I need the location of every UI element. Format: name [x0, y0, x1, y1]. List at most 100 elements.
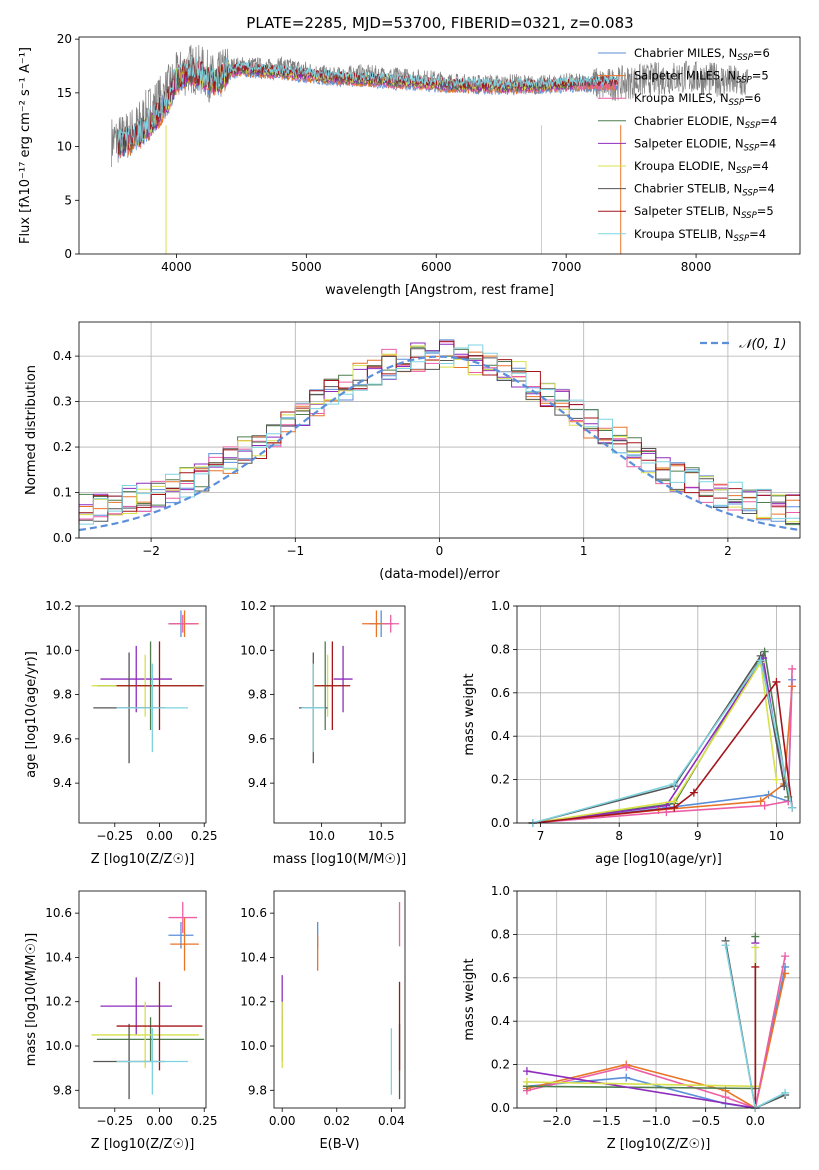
y-axis-label: mass weight [462, 958, 477, 1040]
x-axis-label: (data-model)/error [379, 567, 500, 582]
y-tick-label: 20 [57, 32, 72, 46]
y-tick-label: 10.0 [45, 643, 72, 657]
y-tick-label: 10.2 [240, 599, 267, 613]
x-tick-label: 0.02 [323, 1114, 350, 1128]
y-axis-label: mass weight [462, 673, 477, 755]
axes-age_vs_Z: −0.25 0.00 0.25 9.4 9.6 9.8 10.0 10.2 [45, 599, 217, 843]
series-line-chabrier-elodie [526, 936, 757, 1090]
y-tick-label: 0.0 [491, 1101, 510, 1115]
y-tick-label: 5 [64, 193, 72, 207]
series-marker-kroupa-miles [781, 952, 790, 961]
y-tick-label: 9.8 [248, 688, 267, 702]
y-axis-label: mass [log10(M/M☉)] [24, 933, 39, 1066]
series-marker-kroupa-stelib [781, 1088, 790, 1097]
series-marker-salpeter-stelib [772, 677, 781, 686]
series-line-kroupa-miles [532, 668, 793, 824]
x-tick-label: −1.5 [592, 1114, 621, 1128]
histogram-steps [78, 339, 801, 538]
model-spectrum-salpeter-stelib [117, 57, 619, 155]
y-tick-label: 0.2 [491, 1058, 510, 1072]
x-tick-label: 10.5 [368, 829, 395, 843]
x-tick-label: 0.0 [746, 1114, 765, 1128]
y-tick-label: 10.4 [45, 950, 72, 964]
axes-massweight_vs_Z: −2.0 −1.5 −1.0 −0.5 0.0 0.0 0.2 0.4 0.6 0.8 1.0 [491, 884, 800, 1128]
legend-label: 𝒩(0, 1) [739, 337, 786, 352]
x-tick-label: −0.25 [96, 829, 133, 843]
series-marker-chabrier-miles [622, 1073, 631, 1082]
x-tick-label: 2 [724, 544, 732, 558]
series-marker-salpeter-stelib [751, 962, 760, 971]
y-tick-label: 15 [57, 86, 72, 100]
axes-frame [273, 605, 406, 824]
x-tick-label: −2 [142, 544, 160, 558]
x-tick-label: 8000 [681, 260, 712, 274]
y-tick-label: 0 [64, 247, 72, 261]
x-tick-label: −2.0 [542, 1114, 571, 1128]
y-tick-label: 10.6 [45, 906, 72, 920]
legend-label: Kroupa MILES, NSSP=6 [634, 91, 761, 108]
y-tick-label: 0.4 [491, 729, 510, 743]
x-tick-label: −1.0 [641, 1114, 670, 1128]
series-marker-kroupa-elodie [522, 1077, 531, 1086]
x-axis-label: Z [log10(Z/Z☉)] [91, 852, 195, 867]
series-line-kroupa-elodie [532, 660, 778, 824]
series-marker-kroupa-stelib [756, 656, 765, 665]
y-tick-label: 9.8 [248, 1083, 267, 1097]
x-axis-label: Z [log10(Z/Z☉)] [91, 1137, 195, 1152]
legend-label: Salpeter STELIB, NSSP=5 [634, 204, 774, 221]
x-tick-label: 6000 [421, 260, 452, 274]
axes-frame [78, 321, 801, 539]
y-tick-label: 9.4 [248, 776, 267, 790]
y-tick-label: 1.0 [491, 884, 510, 898]
series-line-kroupa-elodie [526, 947, 757, 1088]
axes-frame [516, 890, 801, 1109]
y-tick-label: 10.6 [240, 906, 267, 920]
x-tick-label: 1 [580, 544, 588, 558]
y-tick-label: 9.8 [53, 688, 72, 702]
figure-title: PLATE=2285, MJD=53700, FIBERID=0321, z=0… [246, 14, 633, 32]
y-tick-label: 9.8 [53, 1083, 72, 1097]
axes-age_vs_mass: 10.0 10.5 9.4 9.6 9.8 10.0 10.2 [240, 599, 394, 843]
x-tick-label: 10.0 [308, 829, 335, 843]
legend-label: Chabrier MILES, NSSP=6 [634, 46, 770, 63]
legend-label: Chabrier ELODIE, NSSP=4 [634, 114, 777, 131]
y-tick-label: 0.6 [491, 971, 510, 985]
y-tick-label: 10.0 [45, 1039, 72, 1053]
axes-frame [78, 605, 207, 824]
y-tick-label: 10.2 [45, 599, 72, 613]
series-marker-kroupa-miles [622, 1062, 631, 1071]
y-tick-label: 0.8 [491, 642, 510, 656]
series-massweight_vs_age [528, 647, 797, 827]
axes-spectrum: 4000 5000 6000 7000 8000 0 5 10 15 20 [57, 32, 712, 274]
errorbars-age_vs_Z [91, 610, 205, 764]
y-tick-label: 0.8 [491, 927, 510, 941]
y-tick-label: 1.0 [491, 599, 510, 613]
x-axis-label: wavelength [Angstrom, rest frame] [325, 283, 554, 298]
series-line-kroupa-stelib [532, 658, 793, 824]
y-tick-label: 0.0 [491, 816, 510, 830]
y-tick-label: 0.2 [491, 773, 510, 787]
legend-label: Chabrier STELIB, NSSP=4 [634, 182, 775, 199]
axes-frame [78, 890, 207, 1109]
y-tick-label: 10.2 [240, 995, 267, 1009]
errorbars-mass_vs_Z [91, 902, 205, 1100]
series-marker-salpeter-elodie [522, 1067, 531, 1076]
y-tick-label: 0.4 [53, 349, 72, 363]
series-marker-kroupa-miles [721, 1093, 730, 1102]
x-tick-label: 4000 [161, 260, 192, 274]
y-axis-label: age [log10(age/yr)] [24, 651, 39, 778]
x-tick-label: 0.00 [269, 1114, 296, 1128]
model-spectrum-kroupa-stelib [117, 56, 619, 152]
series-marker-salpeter-stelib [689, 788, 698, 797]
x-tick-label: −0.5 [691, 1114, 720, 1128]
axes-frame [516, 605, 801, 824]
axes-frame [78, 36, 801, 255]
series-marker-salpeter-miles [756, 797, 765, 806]
series-marker-kroupa-stelib [788, 803, 797, 812]
legend-label: Salpeter MILES, NSSP=5 [634, 69, 769, 86]
x-axis-label: mass [log10(M/M☉)] [273, 852, 406, 867]
x-tick-label: −0.25 [96, 1114, 133, 1128]
y-tick-label: 10.2 [45, 995, 72, 1009]
x-axis-label: Z [log10(Z/Z☉)] [607, 1137, 711, 1152]
